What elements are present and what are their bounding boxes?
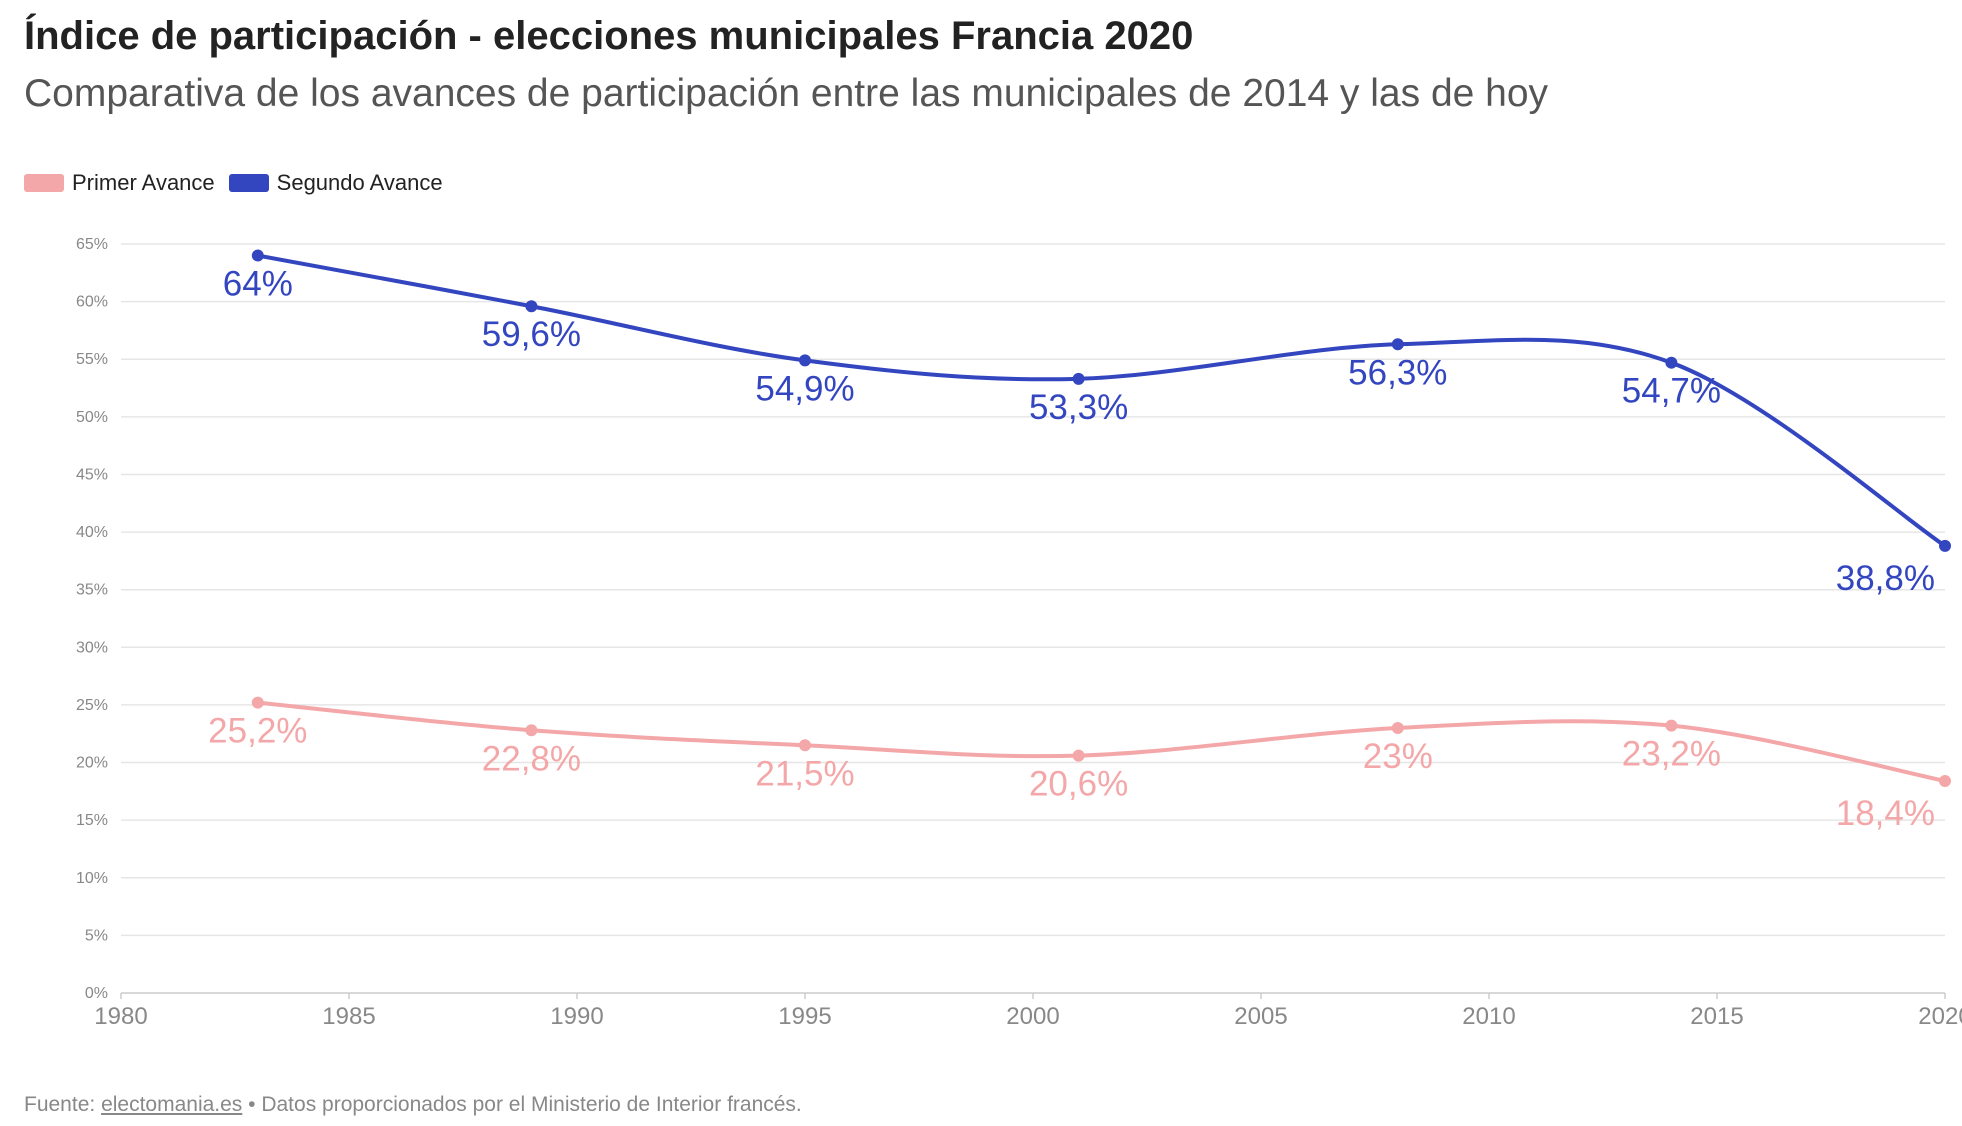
x-tick-label: 1990 [550,1003,603,1030]
y-tick-label: 30% [76,639,108,656]
data-point-primer-avance[interactable] [1391,721,1404,734]
data-label-segundo-avance: 59,6% [482,315,581,354]
x-tick-label: 2010 [1462,1003,1515,1030]
legend-label-primer-avance: Primer Avance [72,170,215,195]
data-point-primer-avance[interactable] [1072,749,1085,762]
y-tick-label: 55% [76,351,108,368]
data-label-segundo-avance: 53,3% [1029,388,1128,427]
x-tick-label: 1995 [778,1003,831,1030]
data-label-segundo-avance: 38,8% [1836,559,1935,598]
data-label-primer-avance: 21,5% [755,754,854,793]
data-label-segundo-avance: 54,9% [755,369,854,408]
y-tick-label: 40% [76,524,108,541]
data-label-segundo-avance: 64% [223,265,293,304]
data-point-primer-avance[interactable] [1939,774,1951,787]
data-point-segundo-avance[interactable] [1072,372,1085,385]
data-label-primer-avance: 20,6% [1029,765,1128,804]
data-point-primer-avance[interactable] [525,724,538,737]
data-point-segundo-avance[interactable] [1391,338,1404,351]
data-point-segundo-avance[interactable] [525,300,538,313]
y-tick-label: 45% [76,466,108,483]
y-tick-label: 65% [76,236,108,253]
legend: Primer Avance Segundo Avance [24,170,457,196]
y-tick-label: 15% [76,812,108,829]
data-point-segundo-avance[interactable] [1665,356,1678,369]
x-tick-label: 1985 [322,1003,375,1030]
data-label-primer-avance: 23% [1363,737,1433,776]
data-point-segundo-avance[interactable] [251,249,264,262]
y-tick-label: 10% [76,870,108,887]
source-link[interactable]: electomania.es [101,1093,243,1116]
legend-item-segundo-avance[interactable]: Segundo Avance [228,170,443,196]
line-chart: 0% 5% 10% 15% 20% 25% 30% 35% 40% 45% 50% 55% 60% 65%… [76,236,1962,1030]
legend-label-segundo-avance: Segundo Avance [276,170,443,195]
data-point-primer-avance[interactable] [799,739,811,752]
legend-swatch-segundo-avance [228,174,269,192]
x-tick-label: 2015 [1690,1003,1743,1030]
y-tick-label: 60% [76,294,108,311]
y-tick-label: 50% [76,409,108,426]
data-point-primer-avance[interactable] [1665,719,1678,732]
data-point-primer-avance[interactable] [251,696,264,709]
chart-title: Índice de participación - elecciones mun… [24,14,1194,58]
data-label-primer-avance: 18,4% [1836,794,1935,833]
y-tick-label: 25% [76,697,108,714]
legend-swatch-primer-avance [24,174,64,192]
y-tick-label: 0% [85,985,108,1002]
y-tick-label: 5% [85,927,108,944]
x-tick-label: 2000 [1006,1003,1059,1030]
data-point-segundo-avance[interactable] [799,354,811,367]
data-point-segundo-avance[interactable] [1939,539,1951,552]
x-tick-label: 2020 [1918,1003,1962,1030]
data-label-primer-avance: 25,2% [208,712,307,751]
data-label-segundo-avance: 54,7% [1622,372,1721,411]
legend-item-primer-avance[interactable]: Primer Avance [24,170,215,196]
y-tick-label: 20% [76,755,108,772]
x-tick-label: 1980 [94,1003,147,1030]
data-label-segundo-avance: 56,3% [1348,353,1447,392]
data-label-primer-avance: 22,8% [482,739,581,778]
y-tick-label: 35% [76,582,108,599]
chart-subtitle: Comparativa de los avances de participac… [24,72,1549,115]
footer: Fuente: electomania.es • Datos proporcio… [24,1093,802,1117]
data-label-primer-avance: 23,2% [1622,735,1721,774]
footer-source-prefix: Fuente: [24,1093,102,1116]
x-tick-label: 2005 [1234,1003,1287,1030]
footer-source-note: • Datos proporcionados por el Ministerio… [242,1093,802,1116]
